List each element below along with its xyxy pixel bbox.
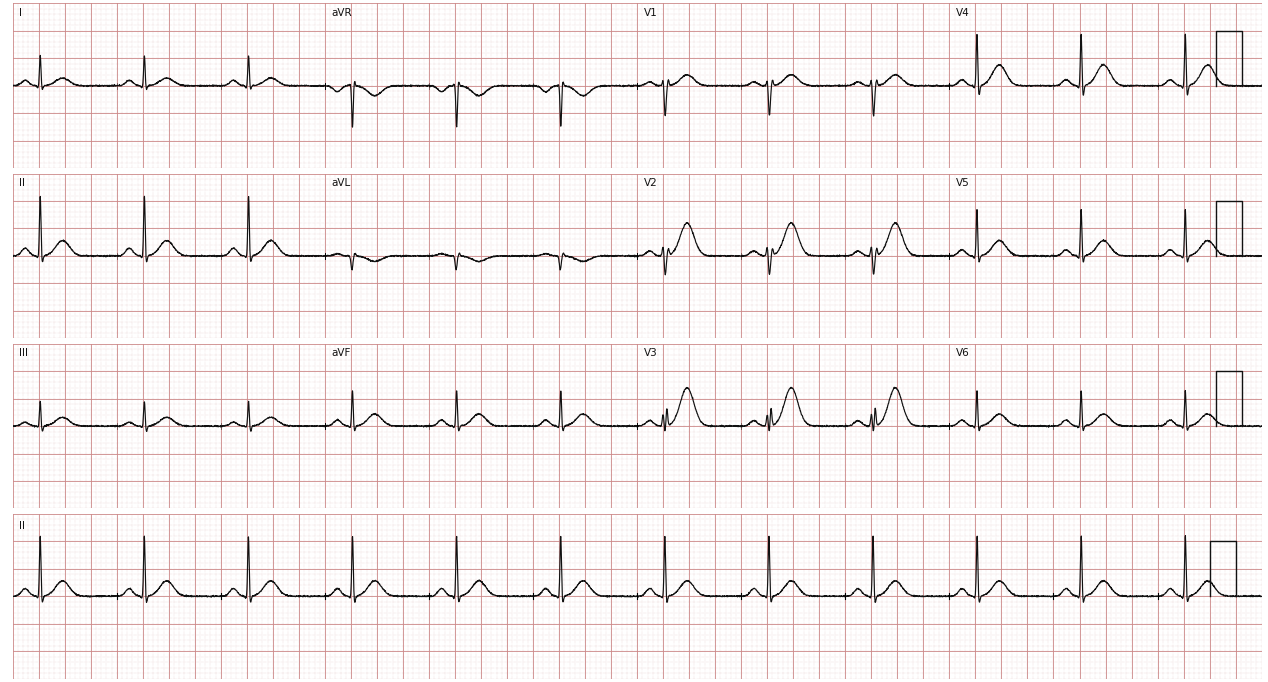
Text: V1: V1 [644, 8, 657, 18]
Text: V5: V5 [956, 178, 970, 188]
Text: V3: V3 [644, 348, 657, 358]
Text: aVF: aVF [331, 348, 351, 358]
Text: aVL: aVL [331, 178, 351, 188]
Text: III: III [19, 348, 28, 358]
Text: V2: V2 [644, 178, 657, 188]
Text: aVR: aVR [331, 8, 353, 18]
Text: V6: V6 [956, 348, 970, 358]
Text: I: I [19, 8, 22, 18]
Text: II: II [19, 178, 25, 188]
Text: V4: V4 [956, 8, 970, 18]
Text: II: II [19, 521, 25, 531]
